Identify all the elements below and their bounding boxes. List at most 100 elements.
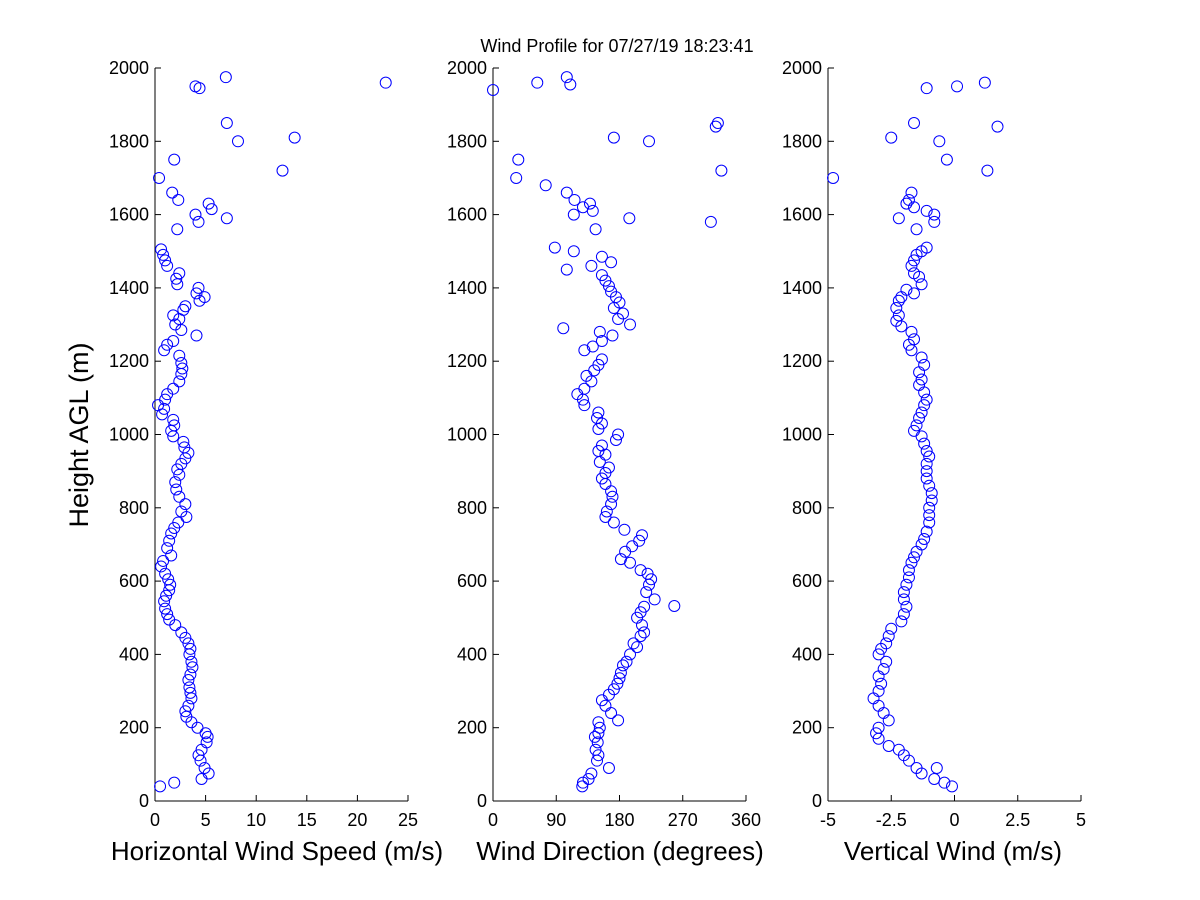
vertical-data-point bbox=[905, 186, 918, 199]
vertical-data-point bbox=[915, 538, 928, 551]
speed-data-point bbox=[169, 476, 182, 489]
speed-data-point bbox=[182, 674, 195, 687]
direction-y-tick-label: 800 bbox=[457, 498, 487, 518]
speed-data-point bbox=[288, 131, 301, 144]
direction-data-point bbox=[588, 730, 601, 743]
vertical-x-tick-label: 2.5 bbox=[1005, 810, 1030, 830]
speed-data-point bbox=[175, 505, 188, 518]
speed-data-point bbox=[190, 329, 203, 342]
vertical-data-point bbox=[900, 600, 913, 613]
direction-data-point bbox=[557, 322, 570, 335]
speed-data-point bbox=[163, 613, 176, 626]
direction-data-point bbox=[576, 201, 589, 214]
vertical-data-point bbox=[908, 287, 921, 300]
vertical-data-point bbox=[920, 472, 933, 485]
direction-data-point bbox=[638, 600, 651, 613]
speed-data-point bbox=[192, 749, 205, 762]
speed-data-point bbox=[219, 71, 232, 84]
direction-x-tick-label: 270 bbox=[668, 810, 698, 830]
vertical-data-point bbox=[905, 344, 918, 357]
vertical-data-point bbox=[933, 135, 946, 148]
direction-data-point bbox=[605, 707, 618, 720]
vertical-data-point bbox=[892, 212, 905, 225]
speed-data-point bbox=[202, 197, 215, 210]
direction-y-tick-label: 1600 bbox=[447, 205, 487, 225]
speed-data-point bbox=[183, 681, 196, 694]
panel-horizontal-wind-speed: 0 200 400 600 800 1000 1200 1400 1600 1800 2000 0 5 1… bbox=[109, 58, 443, 866]
vertical-y-tick-label: 1000 bbox=[782, 425, 822, 445]
direction-data-point bbox=[711, 116, 724, 129]
vertical-y-tick-label: 1600 bbox=[782, 205, 822, 225]
vertical-data-point bbox=[908, 333, 921, 346]
vertical-data-point bbox=[923, 479, 936, 492]
direction-y-tick-label: 2000 bbox=[447, 58, 487, 78]
vertical-y-tick-label: 800 bbox=[792, 498, 822, 518]
vertical-data-point bbox=[908, 551, 921, 564]
speed-data-point bbox=[162, 573, 175, 586]
vertical-y-tick-label: 200 bbox=[792, 718, 822, 738]
vertical-data-point bbox=[920, 204, 933, 217]
vertical-data-point bbox=[897, 593, 910, 606]
direction-data-point bbox=[609, 433, 622, 446]
speed-data-point bbox=[173, 490, 186, 503]
direction-data-point bbox=[635, 619, 648, 632]
direction-data-point bbox=[599, 510, 612, 523]
speed-data-point bbox=[152, 399, 165, 412]
direction-data-point bbox=[592, 749, 605, 762]
speed-data-point bbox=[172, 193, 185, 206]
direction-data-point bbox=[582, 773, 595, 786]
speed-data-point bbox=[165, 527, 178, 540]
vertical-data-point bbox=[877, 707, 890, 720]
vertical-data-point bbox=[905, 556, 918, 569]
speed-data-point bbox=[161, 542, 174, 555]
vertical-data-point bbox=[885, 622, 898, 635]
speed-data-point bbox=[159, 393, 172, 406]
vertical-data-point bbox=[900, 578, 913, 591]
speed-y-tick-label: 1800 bbox=[109, 131, 149, 151]
direction-data-point bbox=[548, 241, 561, 254]
speed-data-point bbox=[159, 602, 172, 615]
direction-data-point bbox=[704, 215, 717, 228]
speed-data-point bbox=[189, 208, 202, 221]
speed-data-point bbox=[160, 589, 173, 602]
vertical-data-point bbox=[928, 773, 941, 786]
speed-data-point bbox=[158, 402, 171, 415]
direction-data-point bbox=[595, 335, 608, 348]
direction-data-point bbox=[709, 120, 722, 133]
vertical-x-tick-label: 0 bbox=[949, 810, 959, 830]
vertical-data-point bbox=[913, 412, 926, 425]
direction-y-tick-label: 0 bbox=[477, 791, 487, 811]
speed-x-tick-label: 15 bbox=[297, 810, 317, 830]
vertical-data-point bbox=[885, 131, 898, 144]
speed-x-tick-label: 20 bbox=[347, 810, 367, 830]
speed-x-axis-label: Horizontal Wind Speed (m/s) bbox=[111, 836, 443, 866]
direction-data-point bbox=[618, 523, 631, 536]
vertical-data-point bbox=[928, 215, 941, 228]
panel-vertical-wind: 0 200 400 600 800 1000 1200 1400 1600 1800 2000 -5 -… bbox=[782, 58, 1086, 866]
speed-data-point bbox=[175, 626, 188, 639]
vertical-y-tick-label: 400 bbox=[792, 644, 822, 664]
vertical-data-point bbox=[895, 615, 908, 628]
speed-data-point bbox=[168, 776, 181, 789]
vertical-x-axis-label: Vertical Wind (m/s) bbox=[844, 836, 1062, 866]
direction-data-point bbox=[648, 593, 661, 606]
speed-data-point bbox=[173, 349, 186, 362]
direction-data-point bbox=[595, 353, 608, 366]
speed-data-point bbox=[158, 344, 171, 357]
speed-data-point bbox=[155, 560, 168, 573]
speed-data-point bbox=[168, 153, 181, 166]
figure-title: Wind Profile for 07/27/19 18:23:41 bbox=[480, 36, 753, 56]
direction-data-point bbox=[602, 762, 615, 775]
speed-data-point bbox=[153, 171, 166, 184]
direction-data-point bbox=[641, 567, 654, 580]
direction-data-point bbox=[605, 256, 618, 269]
direction-data-point bbox=[606, 490, 619, 503]
vertical-data-point bbox=[880, 655, 893, 668]
direction-data-point bbox=[539, 179, 552, 192]
direction-x-tick-label: 0 bbox=[488, 810, 498, 830]
speed-data-point bbox=[379, 76, 392, 89]
speed-y-tick-label: 1200 bbox=[109, 351, 149, 371]
direction-data-point bbox=[607, 131, 620, 144]
vertical-data-point bbox=[908, 254, 921, 267]
direction-data-point bbox=[583, 197, 596, 210]
